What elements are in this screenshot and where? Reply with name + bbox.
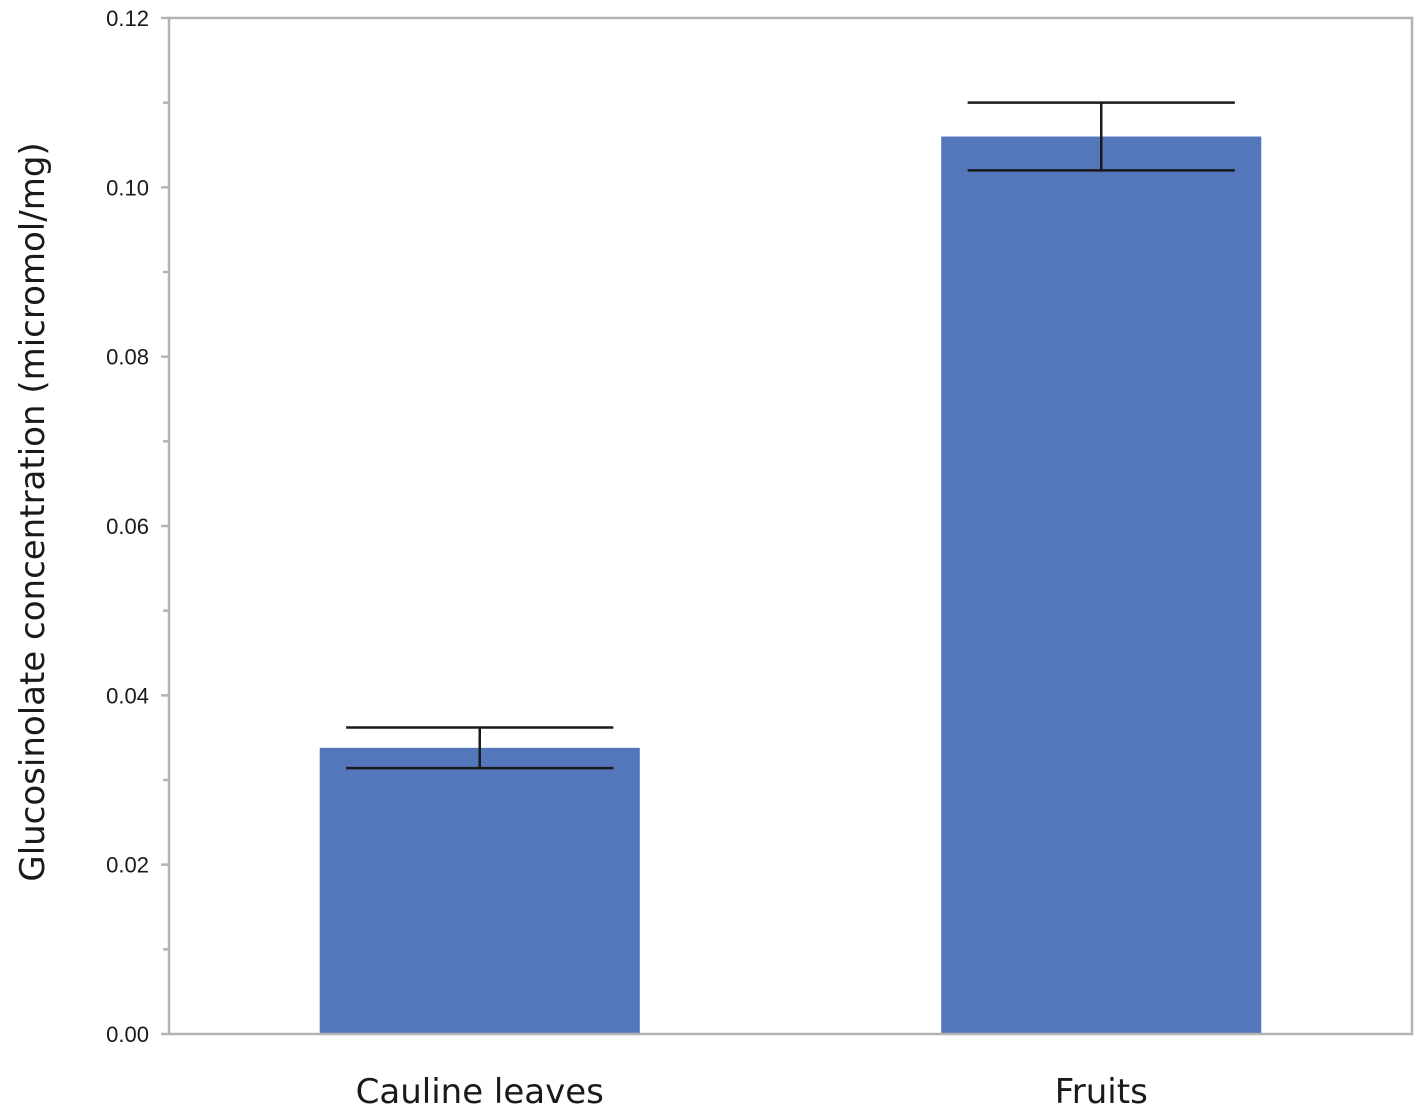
x-category-label: Cauline leaves	[356, 1072, 604, 1110]
error-bars	[346, 101, 1235, 770]
bar	[319, 747, 640, 1034]
y-tick-label: 0.06	[106, 514, 149, 539]
y-axis-ticks: 0.00 0.02 0.04 0.06 0.08 0.10 0.12	[106, 6, 169, 1047]
x-category-label: Fruits	[1055, 1072, 1148, 1110]
y-tick-label: 0.00	[106, 1022, 149, 1047]
y-tick-label: 0.02	[106, 853, 149, 878]
plot-frame	[167, 16, 1414, 1036]
y-tick-label: 0.12	[106, 6, 149, 31]
y-tick-label: 0.10	[106, 175, 149, 200]
bar	[941, 136, 1262, 1035]
y-tick-label: 0.04	[106, 683, 149, 708]
category-labels: Cauline leaves Fruits	[356, 1072, 1148, 1110]
y-tick-label: 0.08	[106, 345, 149, 370]
bars	[319, 136, 1262, 1035]
y-axis-title: Glucosinolate concentration (micromol/mg…	[13, 142, 53, 881]
